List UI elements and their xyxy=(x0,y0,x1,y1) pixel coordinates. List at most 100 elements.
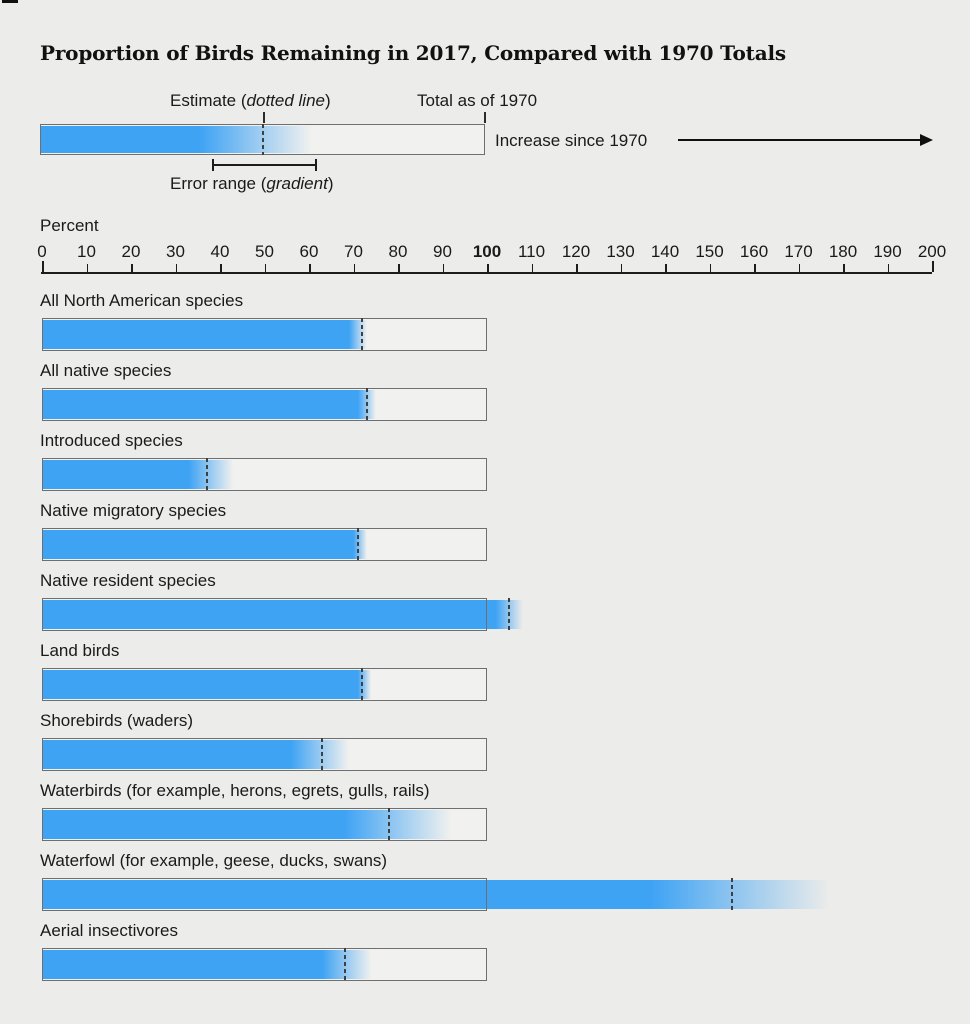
bar-outline-1970-total xyxy=(42,318,487,351)
category-label: Native migratory species xyxy=(40,501,227,520)
estimate-dotted-line xyxy=(361,318,364,351)
axis-tick-mark xyxy=(309,264,311,272)
bar-outline-1970-total xyxy=(42,598,487,631)
bar-outline-1970-total xyxy=(42,388,487,421)
axis-tick-label: 130 xyxy=(606,242,635,261)
category-label: Native resident species xyxy=(40,571,216,590)
estimate-dotted-line xyxy=(205,458,208,491)
bar xyxy=(42,668,970,701)
bar-fill-gradient xyxy=(42,530,367,559)
category-label: Shorebirds (waders) xyxy=(40,711,194,730)
axis-tick-label: 150 xyxy=(695,242,724,261)
axis-tick-label: 10 xyxy=(77,242,96,261)
legend-error-suffix: ) xyxy=(327,174,334,193)
axis-tick-mark xyxy=(932,261,934,272)
error-range-bracket xyxy=(212,159,317,171)
axis-tick-mark xyxy=(175,264,177,272)
axis-tick-label: 70 xyxy=(344,242,363,261)
category-label: Waterfowl (for example, geese, ducks, sw… xyxy=(40,851,388,870)
category-label: All native species xyxy=(40,361,172,380)
axis-baseline xyxy=(41,272,932,274)
bar-row: Aerial insectivores xyxy=(0,921,970,991)
axis-tick-mark xyxy=(576,264,578,272)
chart-title: Proportion of Birds Remaining in 2017, C… xyxy=(40,41,786,65)
bar-row: Introduced species xyxy=(0,431,970,501)
axis-tick-mark xyxy=(709,264,711,272)
legend-estimate-pointer-line xyxy=(263,112,265,123)
bar-fill-gradient xyxy=(42,460,234,489)
estimate-dotted-line xyxy=(388,808,391,841)
bar-outline-1970-total xyxy=(42,808,487,841)
legend-error-label: Error range (gradient) xyxy=(170,174,333,194)
axis-tick-mark xyxy=(754,264,756,272)
bar-fill-gradient xyxy=(42,390,376,419)
axis-tick-label: 60 xyxy=(299,242,319,261)
estimate-dotted-line xyxy=(730,878,733,911)
axis-tick-label: 110 xyxy=(517,242,546,261)
axis-tick-label: 170 xyxy=(784,242,813,261)
bar-fill-gradient xyxy=(42,600,523,629)
bar-row: Waterfowl (for example, geese, ducks, sw… xyxy=(0,851,970,921)
screen-edge-artifact xyxy=(2,0,18,3)
bar-fill-gradient xyxy=(42,810,452,839)
legend-total-label: Total as of 1970 xyxy=(417,91,538,110)
bar-outline-1970-total xyxy=(42,458,487,491)
bar xyxy=(42,598,970,631)
estimate-dotted-line xyxy=(361,668,364,701)
bar-row: Native resident species xyxy=(0,571,970,641)
axis-tick-label: 200 xyxy=(917,242,947,261)
legend-bar-fill-gradient xyxy=(40,126,312,153)
axis-tick-mark xyxy=(353,264,355,272)
legend-error-italic: gradient xyxy=(266,174,328,193)
axis-tick-mark xyxy=(442,264,444,272)
axis-tick-label: 0 xyxy=(37,242,47,261)
axis-tick-mark xyxy=(264,264,266,272)
bar xyxy=(42,388,970,421)
axis-tick-mark xyxy=(665,264,667,272)
axis-tick-mark xyxy=(887,264,889,272)
axis-tick-mark xyxy=(220,264,222,272)
axis-tick-mark xyxy=(42,261,44,272)
increase-arrow-icon xyxy=(678,134,933,146)
legend-total-pointer-line xyxy=(484,112,486,123)
bar-row: All North American species xyxy=(0,291,970,361)
bar xyxy=(42,528,970,561)
bar xyxy=(42,948,970,981)
bar-row: All native species xyxy=(0,361,970,431)
bar-row: Native migratory species xyxy=(0,501,970,571)
axis-tick-label: 20 xyxy=(121,242,141,261)
legend-error-prefix: Error range ( xyxy=(170,174,267,193)
estimate-dotted-line xyxy=(343,948,346,981)
estimate-dotted-line xyxy=(365,388,368,421)
bar-outline-1970-total xyxy=(42,668,487,701)
category-label: Introduced species xyxy=(40,431,183,450)
legend-increase-label: Increase since 1970 xyxy=(495,131,648,150)
axis-unit-label: Percent xyxy=(40,216,99,235)
category-label: Land birds xyxy=(40,641,120,660)
axis-tick-label: 40 xyxy=(210,242,230,261)
axis-tick-label: 140 xyxy=(650,242,680,261)
bar xyxy=(42,878,970,911)
bar xyxy=(42,808,970,841)
axis-tick-label: 90 xyxy=(433,242,452,261)
estimate-dotted-line xyxy=(508,598,511,631)
bar-fill-gradient xyxy=(42,880,830,909)
bar xyxy=(42,738,970,771)
legend-estimate-label: Estimate (dotted line) xyxy=(170,91,331,111)
bar-outline-1970-total xyxy=(42,738,487,771)
bar-fill-gradient xyxy=(42,950,372,979)
category-label: All North American species xyxy=(40,291,244,310)
bar-fill-gradient xyxy=(42,740,350,769)
axis-tick-label: 50 xyxy=(255,242,274,261)
legend-estimate-prefix: Estimate ( xyxy=(170,91,247,110)
category-label: Waterbirds (for example, herons, egrets,… xyxy=(40,781,430,800)
bar xyxy=(42,318,970,351)
axis-tick-mark xyxy=(131,264,133,272)
category-label: Aerial insectivores xyxy=(40,921,178,940)
axis-tick-mark xyxy=(531,264,533,272)
axis-tick-label: 80 xyxy=(388,242,408,261)
bar-fill-gradient xyxy=(42,670,372,699)
axis-tick-mark xyxy=(487,264,489,272)
axis-tick-label: 160 xyxy=(739,242,769,261)
